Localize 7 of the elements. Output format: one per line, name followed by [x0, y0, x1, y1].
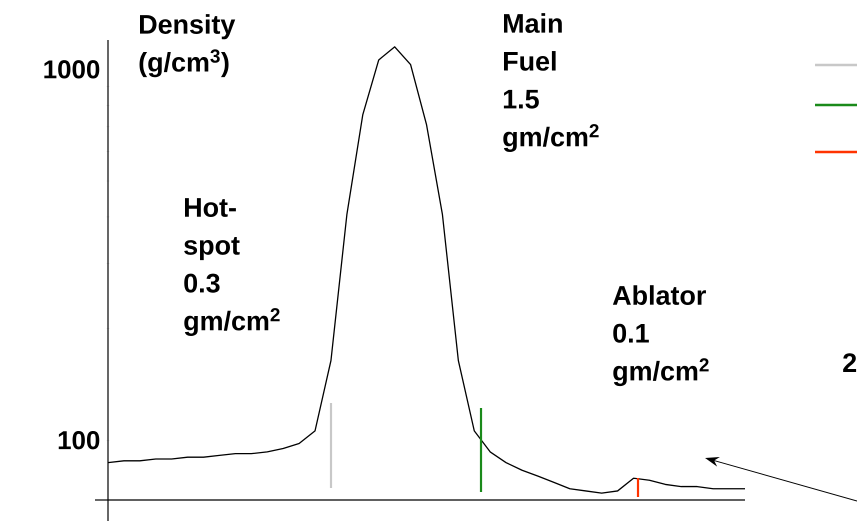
annotation: Ablator 0.1 gm/cm$^{2}$ [612, 285, 709, 386]
annotation: Main Fuel 1.5 gm/cm$^{2}$ [503, 13, 599, 152]
text: 2 [843, 353, 856, 372]
y-tick-label: 100 [58, 431, 100, 450]
y-axis-title: Density (g/cm$^{3}$) [140, 14, 236, 78]
annotation: Hot-spot 0.3 gm/cm$^{2}$ [184, 198, 280, 336]
y-tick-label: 1000 [44, 60, 100, 79]
